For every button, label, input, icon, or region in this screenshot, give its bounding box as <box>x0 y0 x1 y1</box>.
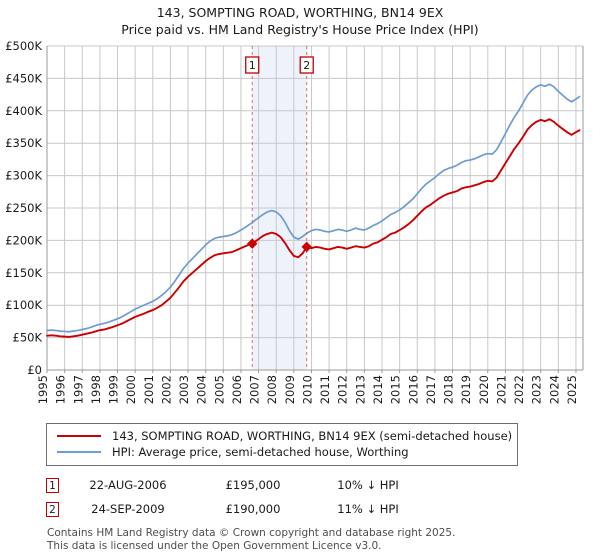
y-axis-tick-label: £50K <box>13 331 43 345</box>
y-axis-tick-label: £450K <box>5 71 42 85</box>
hpi-average-line <box>46 83 581 333</box>
x-axis-tick-label: 1998 <box>89 375 103 404</box>
x-axis-tick-label: 2012 <box>336 375 350 404</box>
legend-swatch-hpi <box>57 451 101 453</box>
transaction-hpi-delta: 11% ↓ HPI <box>337 502 399 516</box>
footer-line-copyright: Contains HM Land Registry data © Crown c… <box>47 527 456 539</box>
x-axis-tick-label: 2024 <box>547 375 561 404</box>
legend-label-price-paid: 143, SOMPTING ROAD, WORTHING, BN14 9EX (… <box>112 429 513 443</box>
x-axis-tick-label: 2010 <box>300 375 314 404</box>
copyright-footer: Contains HM Land Registry data © Crown c… <box>47 527 567 552</box>
x-axis-tick-label: 2008 <box>265 375 279 404</box>
y-axis-tick-label: £200K <box>5 233 42 247</box>
x-axis-tick-label: 2014 <box>371 375 385 404</box>
x-axis-tick-label: 2021 <box>494 375 508 404</box>
x-axis-tick-label: 2018 <box>442 375 456 404</box>
transaction-marker-badge: 1 <box>46 477 59 493</box>
y-axis-tick-label: £400K <box>5 104 42 118</box>
x-axis-tick-label: 2022 <box>512 375 526 404</box>
transaction-marker-badge: 2 <box>46 501 59 517</box>
y-axis-tick-label: £0 <box>27 363 42 377</box>
y-axis-tick-label: £500K <box>5 39 42 53</box>
page-subtitle: Price paid vs. HM Land Registry's House … <box>121 22 479 37</box>
transaction-marker-label: 2 <box>303 59 310 72</box>
x-axis-tick-label: 2002 <box>159 375 173 404</box>
x-axis-tick-label: 1996 <box>54 375 68 404</box>
transaction-marker-box[interactable] <box>245 56 260 74</box>
sale-point-marker[interactable] <box>301 241 312 253</box>
legend-swatch-price-paid <box>57 435 101 437</box>
y-axis-tick-label: £100K <box>5 298 42 312</box>
y-axis-tick-label: £150K <box>5 266 42 280</box>
y-axis-tick-label: £300K <box>5 169 42 183</box>
x-axis-tick-label: 2019 <box>459 375 473 404</box>
x-axis-tick-label: 2009 <box>283 375 297 404</box>
chart-title-block: 143, SOMPTING ROAD, WORTHING, BN14 9EX P… <box>0 4 600 38</box>
transaction-hpi-delta: 10% ↓ HPI <box>337 478 399 492</box>
x-axis-tick-label: 2013 <box>353 375 367 404</box>
x-axis-tick-label: 2011 <box>318 375 332 404</box>
x-axis-tick-label: 2016 <box>406 375 420 404</box>
x-axis-tick-label: 2020 <box>477 375 491 404</box>
chart-legend: 143, SOMPTING ROAD, WORTHING, BN14 9EX (… <box>46 423 518 466</box>
x-axis-tick-label: 2023 <box>530 375 544 404</box>
transaction-price: £195,000 <box>225 478 281 492</box>
x-axis-tick-label: 2025 <box>565 375 579 404</box>
x-axis-tick-label: 2015 <box>389 375 403 404</box>
transaction-list: 1 22-AUG-2006 £195,000 10% ↓ HPI 2 24-SE… <box>46 473 518 521</box>
legend-item-price-paid: 143, SOMPTING ROAD, WORTHING, BN14 9EX (… <box>47 428 517 444</box>
transaction-marker-label: 1 <box>249 59 256 72</box>
price-history-chart: £0 £50K £100K £150K £200K £250K £300K £350K £400… <box>5 39 584 404</box>
x-axis-tick-label: 2001 <box>142 375 156 404</box>
transaction-price: £190,000 <box>225 502 281 516</box>
y-axis-tick-label: £350K <box>5 136 42 150</box>
price-paid-line <box>46 118 581 338</box>
x-axis-tick-label: 2006 <box>230 375 244 404</box>
x-axis-tick-label: 2005 <box>212 375 226 404</box>
x-axis-tick-label: 2003 <box>177 375 191 404</box>
sale-point-marker[interactable] <box>247 238 258 249</box>
y-axis-tick-label: £250K <box>5 201 42 215</box>
x-axis-tick-label: 1997 <box>71 375 85 404</box>
table-row[interactable]: 2 24-SEP-2009 £190,000 11% ↓ HPI <box>46 497 518 521</box>
transaction-marker-box[interactable] <box>299 56 314 74</box>
chart-svg: £0 £50K £100K £150K £200K £250K £300K £350K £400… <box>5 39 584 404</box>
table-row[interactable]: 1 22-AUG-2006 £195,000 10% ↓ HPI <box>46 473 518 497</box>
x-axis-tick-label: 2004 <box>195 375 209 404</box>
x-axis-tick-label: 1995 <box>36 375 50 404</box>
x-axis-tick-label: 2007 <box>248 375 262 404</box>
transaction-date: 24-SEP-2009 <box>91 502 165 516</box>
x-axis-tick-label: 2017 <box>424 375 438 404</box>
legend-item-hpi: HPI: Average price, semi-detached house,… <box>47 444 517 460</box>
legend-label-hpi: HPI: Average price, semi-detached house,… <box>112 445 409 459</box>
x-axis-tick-label: 1999 <box>107 375 121 404</box>
footer-line-licence: This data is licensed under the Open Gov… <box>47 539 382 552</box>
x-axis-tick-label: 2000 <box>124 375 138 404</box>
transaction-date: 22-AUG-2006 <box>89 478 167 492</box>
page-title: 143, SOMPTING ROAD, WORTHING, BN14 9EX <box>156 5 444 20</box>
